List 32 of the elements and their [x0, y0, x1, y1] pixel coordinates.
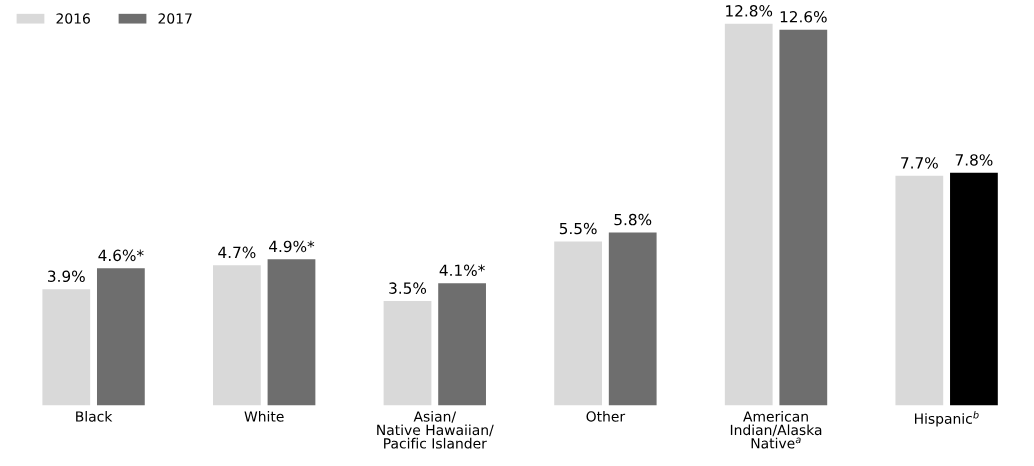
- data-label: 12.8%: [726, 5, 773, 17]
- x-tick-label: Hispanic$^{b}$: [915, 410, 979, 427]
- x-tick-label: Asian/ Native Hawaiian/ Pacific Islander: [377, 410, 494, 449]
- bar: [267, 259, 316, 406]
- data-label: 12.6%: [780, 11, 827, 23]
- data-label: 3.5%: [389, 282, 427, 294]
- data-label: 4.7%: [218, 246, 256, 259]
- data-label: 5.8%: [614, 213, 652, 226]
- x-tick-label: Black: [76, 410, 113, 422]
- bar: [895, 175, 944, 406]
- bar: [213, 265, 261, 406]
- data-label: 7.8%: [955, 154, 993, 166]
- data-label: 7.7%: [901, 157, 938, 169]
- data-label: 5.5%: [559, 222, 597, 235]
- legend-label: 2017: [158, 13, 192, 24]
- data-label: 3.9%: [48, 270, 85, 282]
- data-label: 4.6%*: [98, 249, 144, 262]
- data-label: 4.1%*: [439, 264, 485, 277]
- x-tick-label: Other: [586, 410, 626, 422]
- bar: [96, 268, 145, 406]
- bar: [554, 241, 602, 406]
- bar: [779, 29, 828, 406]
- bar: [383, 301, 432, 406]
- data-label: 4.9%*: [269, 240, 315, 253]
- bar: [608, 232, 657, 406]
- x-tick-label: White: [244, 410, 284, 422]
- bar: [950, 172, 998, 406]
- bar: [42, 289, 91, 406]
- bar: [724, 23, 773, 406]
- x-tick-label: American Indian/Alaska Native$^{a}$: [730, 410, 822, 449]
- bar: [438, 283, 486, 406]
- legend-label: 2016: [56, 13, 90, 24]
